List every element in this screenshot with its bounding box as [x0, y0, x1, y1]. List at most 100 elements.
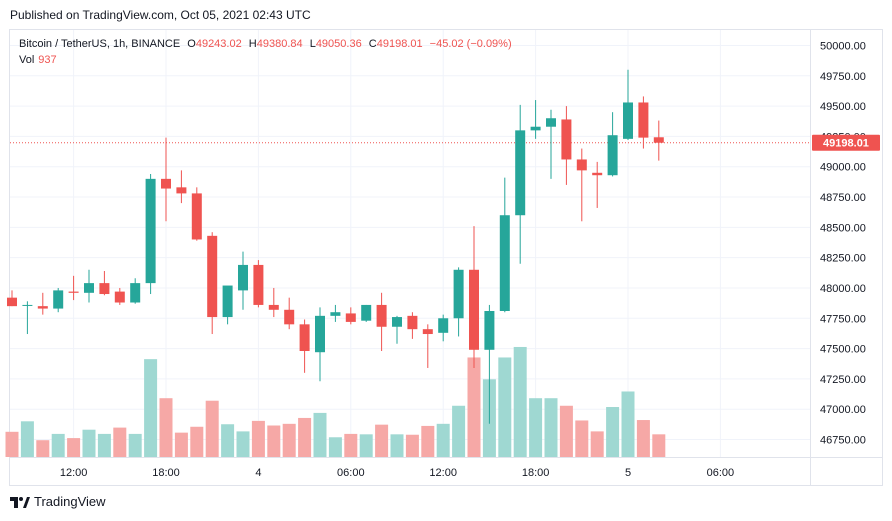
last-price-label: 49198.01 [823, 138, 869, 150]
volume-bar [513, 346, 527, 457]
volume-bar [144, 359, 158, 457]
candle-body [638, 102, 649, 138]
volume-bar [236, 431, 250, 457]
brand-name: TradingView [34, 494, 106, 509]
volume-bar [82, 429, 96, 457]
volume-bar [128, 433, 142, 457]
legend-open-value: 49243.02 [195, 38, 242, 50]
volume-bar [267, 425, 281, 457]
candle-body [653, 137, 664, 143]
volume-bar [375, 424, 389, 457]
volume-bar [328, 437, 342, 457]
legend-volume-value: 937 [38, 54, 57, 66]
legend-change: −45.02 (−0.09%) [429, 38, 512, 50]
x-tick-label: 12:00 [429, 467, 457, 479]
candle-body [7, 297, 17, 307]
volume-bar [51, 433, 65, 457]
volume-bar [498, 357, 512, 457]
candle-body [592, 172, 603, 176]
candle-body [530, 126, 541, 131]
x-tick-label: 5 [625, 467, 631, 479]
candle-body [438, 318, 449, 333]
candle-body [161, 178, 171, 189]
candle-body [607, 135, 618, 176]
candle-body [130, 283, 141, 303]
candle-body [499, 215, 510, 311]
volume-bar [436, 423, 450, 457]
y-tick-label: 49750.00 [820, 71, 866, 83]
candle-body [515, 130, 526, 216]
volume-bar [606, 407, 620, 457]
candle-body [315, 315, 325, 353]
candle-body [145, 178, 156, 284]
volume-bar [205, 400, 219, 457]
x-tick-label: 12:00 [60, 467, 88, 479]
legend-close-label: C [368, 38, 377, 50]
published-note: Published on TradingView.com, Oct 05, 20… [10, 8, 311, 22]
volume-bar [544, 398, 558, 457]
x-tick-label: 06:00 [337, 467, 365, 479]
candle-body [469, 269, 479, 350]
y-tick-label: 48500.00 [820, 222, 866, 234]
y-tick-label: 47000.00 [820, 404, 866, 416]
candle-body [284, 309, 295, 325]
candle-body [238, 264, 248, 291]
x-tick-label: 18:00 [152, 467, 180, 479]
legend-symbol: Bitcoin / TetherUS, 1h, BINANCE [19, 38, 181, 50]
y-tick-label: 47750.00 [820, 313, 866, 325]
volume-bar [282, 423, 296, 457]
candle-body [37, 306, 48, 309]
x-tick-label: 06:00 [707, 467, 735, 479]
volume-bar [359, 434, 373, 457]
legend-volume-label: Vol [19, 54, 35, 66]
candle-body [361, 304, 372, 321]
candle-body [222, 285, 233, 318]
candle-body [53, 290, 64, 309]
candle-body [576, 159, 587, 171]
volume-bar [313, 412, 327, 457]
candle-body [99, 283, 110, 295]
candle-body [207, 235, 218, 318]
candle-body [253, 264, 264, 305]
legend-high-value: 49380.84 [256, 38, 303, 50]
legend-volume-row: Vol 937 [19, 52, 512, 68]
legend-close-value: 49198.01 [376, 38, 423, 50]
candle-body [176, 187, 187, 194]
y-tick-label: 48000.00 [820, 283, 866, 295]
tradingview-brand[interactable]: TradingView [10, 494, 106, 509]
volume-bar [344, 433, 358, 457]
legend-low-label: L [309, 38, 316, 50]
candle-body [422, 329, 433, 335]
volume-bar [97, 433, 111, 457]
chart-frame [9, 29, 883, 486]
last-price-badge [812, 134, 880, 151]
candle-body [191, 193, 202, 240]
volume-bar [20, 421, 34, 457]
candle-body [114, 291, 125, 303]
candle-body [623, 102, 633, 139]
candle-body [407, 315, 418, 330]
volume-bar [590, 431, 604, 457]
y-tick-label: 47250.00 [820, 374, 866, 386]
volume-bar [298, 417, 312, 457]
tradingview-logo-icon [10, 496, 30, 508]
y-tick-label: 47500.00 [820, 344, 866, 356]
y-tick-label: 46750.00 [820, 435, 866, 447]
y-tick-label: 48250.00 [820, 253, 866, 265]
y-tick-label: 48750.00 [820, 192, 866, 204]
legend-low-value: 49050.36 [315, 38, 362, 50]
candle-body [268, 304, 279, 310]
volume-bar [159, 398, 173, 457]
candle-body [561, 119, 572, 160]
candle-body [376, 304, 387, 327]
volume-bar [390, 434, 404, 457]
volume-bar [452, 405, 466, 457]
candle-body [299, 324, 310, 352]
volume-bar [67, 438, 81, 457]
candle-body [84, 283, 94, 293]
candle-body [453, 269, 464, 319]
candle-body [68, 291, 79, 293]
volume-bar [559, 405, 573, 457]
candle-body [546, 118, 556, 127]
